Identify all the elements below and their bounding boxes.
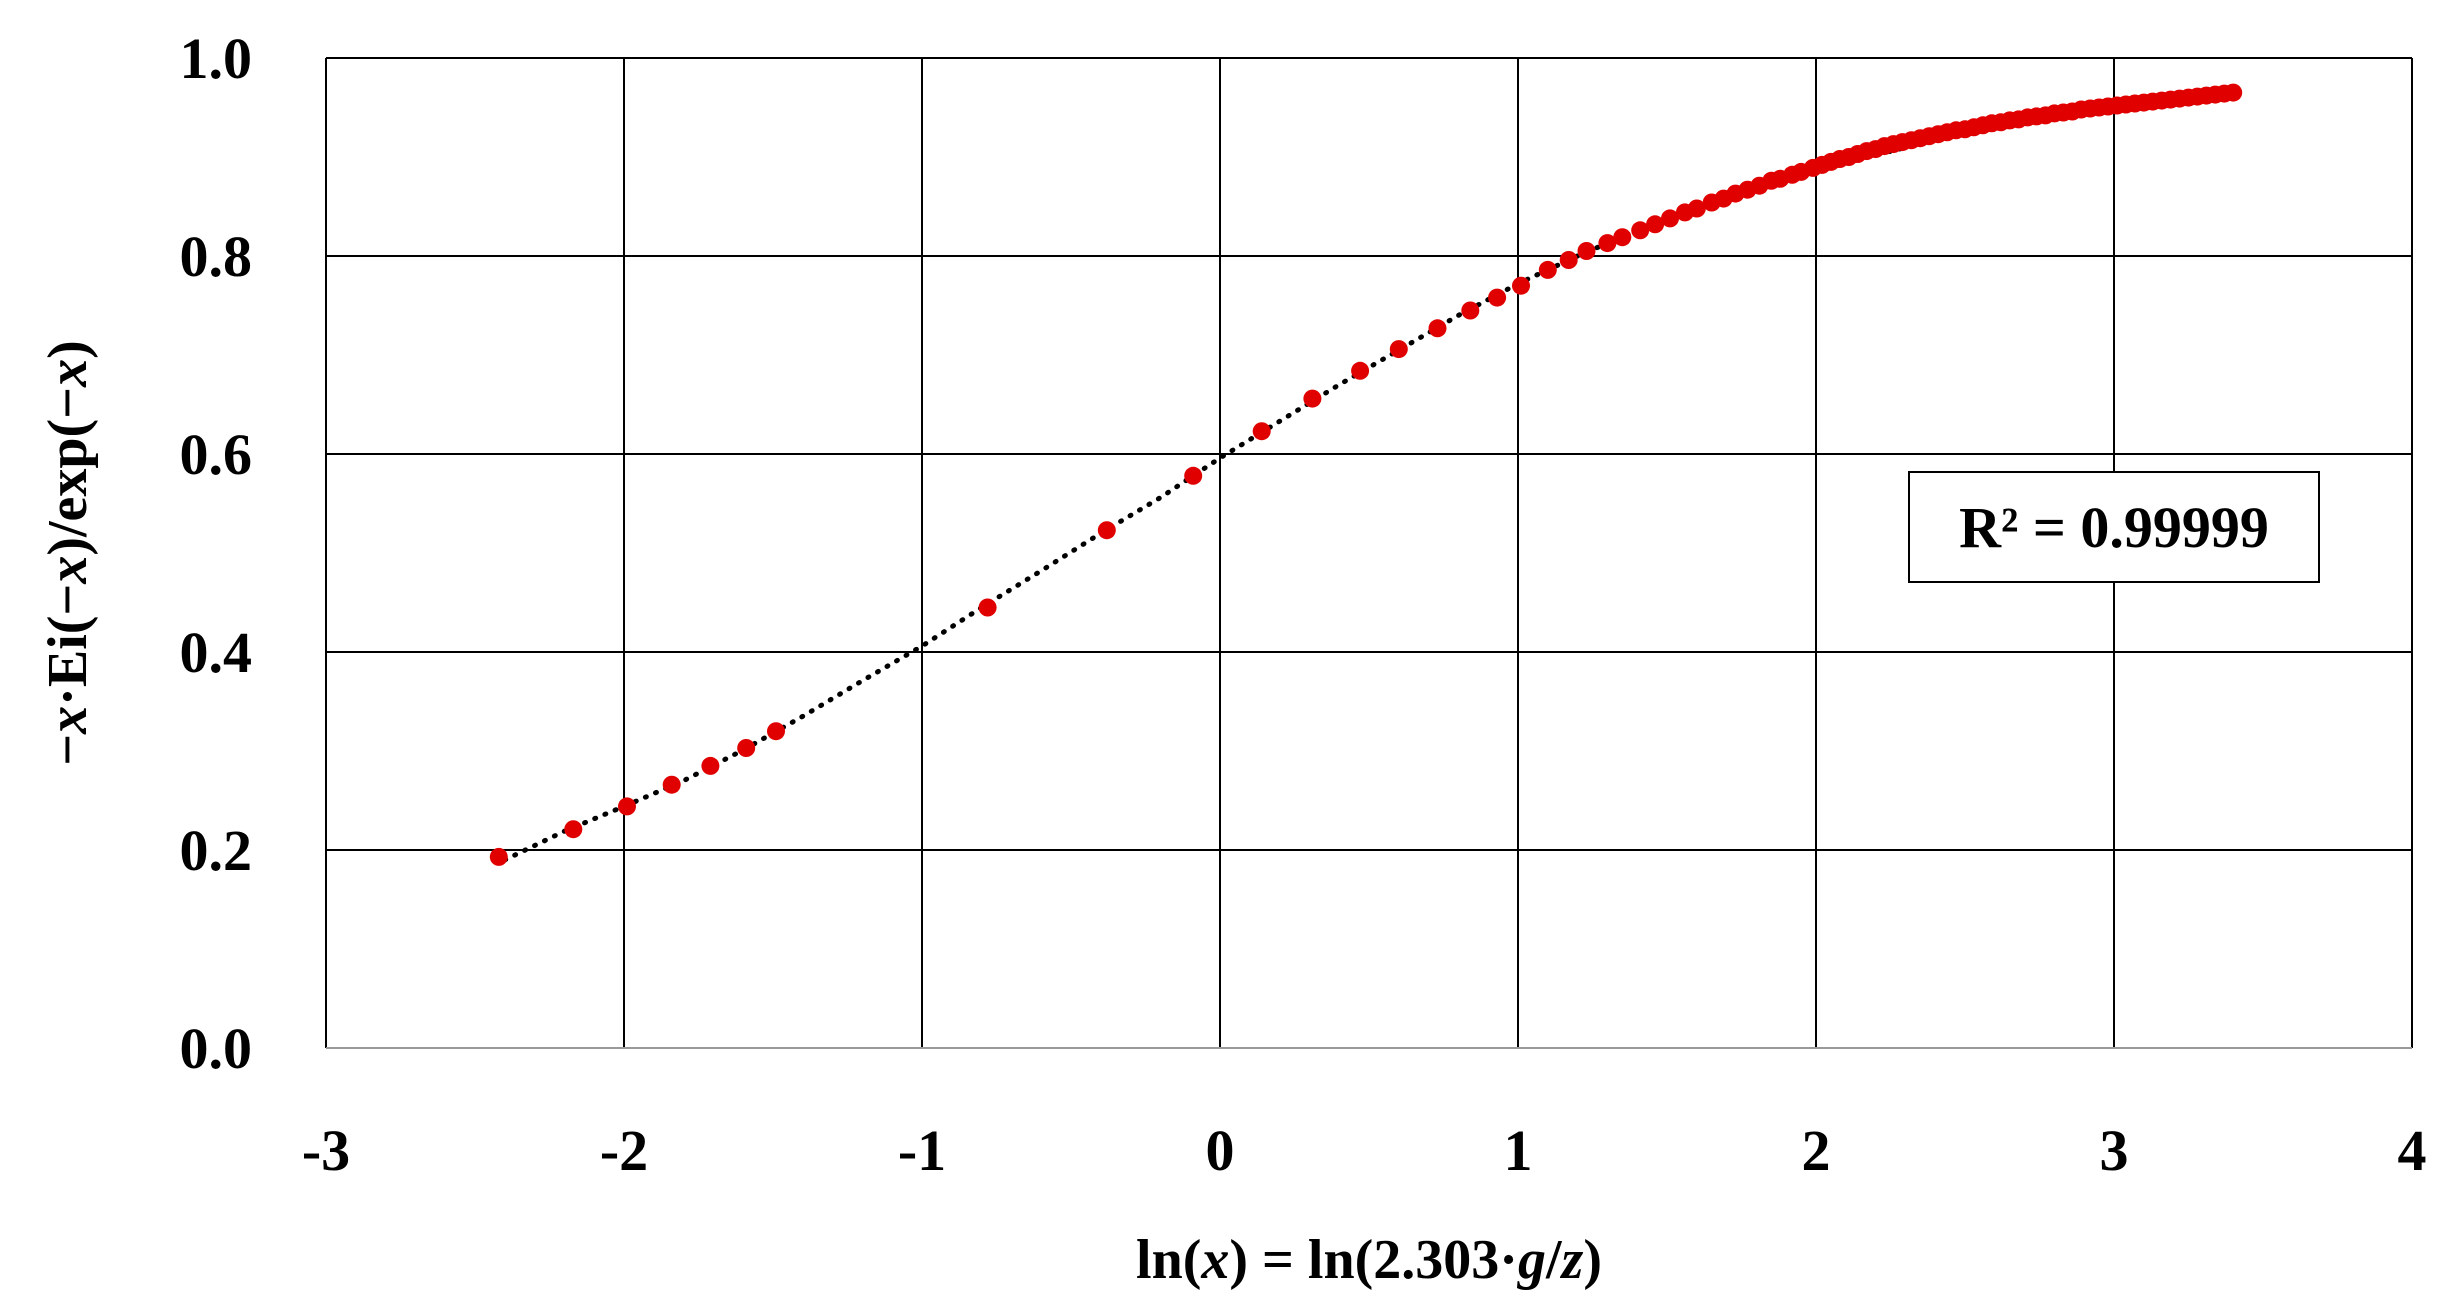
y-tick-label: 1.0 — [180, 26, 253, 91]
axis-label-part: x — [37, 359, 99, 388]
data-point — [1613, 228, 1632, 247]
gridlines — [325, 57, 2413, 1049]
y-tick-label: 0.2 — [180, 818, 253, 883]
data-point — [1389, 340, 1408, 359]
r2-annotation-text: R² = 0.99999 — [1959, 495, 2269, 560]
axis-label-part: ) = ln(2.303· — [1229, 1229, 1518, 1291]
data-point — [701, 756, 720, 775]
x-tick-label: -1 — [898, 1118, 946, 1183]
data-point — [1687, 199, 1706, 218]
data-points — [489, 83, 2243, 866]
data-point — [1512, 276, 1530, 295]
r2-annotation-box — [1908, 471, 2320, 583]
data-point — [1488, 288, 1507, 307]
data-point — [2224, 83, 2243, 102]
data-point — [618, 797, 636, 816]
data-point — [1428, 319, 1447, 338]
x-tick-label: 3 — [2100, 1118, 2129, 1183]
axis-label-part: z — [1560, 1229, 1584, 1291]
axis-label-part: )/exp(− — [37, 387, 99, 556]
y-axis-label: −x·Ei(−x)/exp(−x) — [37, 340, 99, 766]
data-point — [978, 598, 997, 617]
y-tick-label: 0.4 — [180, 620, 253, 685]
axis-label-part: ln( — [1136, 1229, 1201, 1291]
data-point — [1252, 422, 1271, 441]
axis-label-part: x — [37, 706, 99, 735]
data-point — [1461, 301, 1480, 320]
x-tick-labels: -3 -2 -1 0 1 2 3 4 — [302, 1118, 2427, 1183]
x-axis-label: ln(x) = ln(2.303·g/z) — [1136, 1229, 1602, 1291]
axis-label-part: g — [1516, 1229, 1546, 1291]
data-point — [564, 820, 583, 839]
data-point — [1646, 215, 1665, 234]
data-point — [1303, 389, 1322, 408]
axis-label-part: / — [1545, 1229, 1563, 1291]
y-tick-label: 0.0 — [180, 1016, 253, 1081]
data-point — [1577, 242, 1596, 260]
data-point — [489, 847, 508, 866]
data-point — [1598, 234, 1617, 253]
axis-label-part: − — [37, 734, 99, 766]
data-point — [1351, 361, 1370, 380]
data-point — [1661, 209, 1679, 228]
x-tick-label: 1 — [1504, 1118, 1533, 1183]
y-tick-labels: 0.0 0.2 0.4 0.6 0.8 1.0 — [180, 26, 253, 1081]
data-point — [1631, 221, 1650, 240]
axis-label-part: x — [37, 556, 99, 585]
data-point — [767, 722, 785, 741]
r2-annotation: R² = 0.99999 — [1908, 471, 2320, 583]
x-tick-label: 2 — [1802, 1118, 1831, 1183]
data-point — [1097, 521, 1116, 540]
data-point — [662, 775, 681, 794]
x-tick-label: 4 — [2398, 1118, 2427, 1183]
axis-label-part: ·Ei(− — [37, 584, 99, 706]
x-tick-label: -2 — [600, 1118, 648, 1183]
y-tick-label: 0.6 — [180, 422, 253, 487]
axis-label-part: x — [1200, 1229, 1229, 1291]
axis-label-part: ) — [1583, 1229, 1602, 1291]
x-tick-label: -3 — [302, 1118, 350, 1183]
data-point — [1559, 251, 1578, 269]
data-point — [737, 739, 756, 757]
y-tick-label: 0.8 — [180, 224, 253, 289]
data-point — [1184, 466, 1203, 485]
data-point — [1538, 260, 1557, 279]
x-tick-label: 0 — [1206, 1118, 1235, 1183]
axis-label-part: ) — [37, 340, 99, 359]
